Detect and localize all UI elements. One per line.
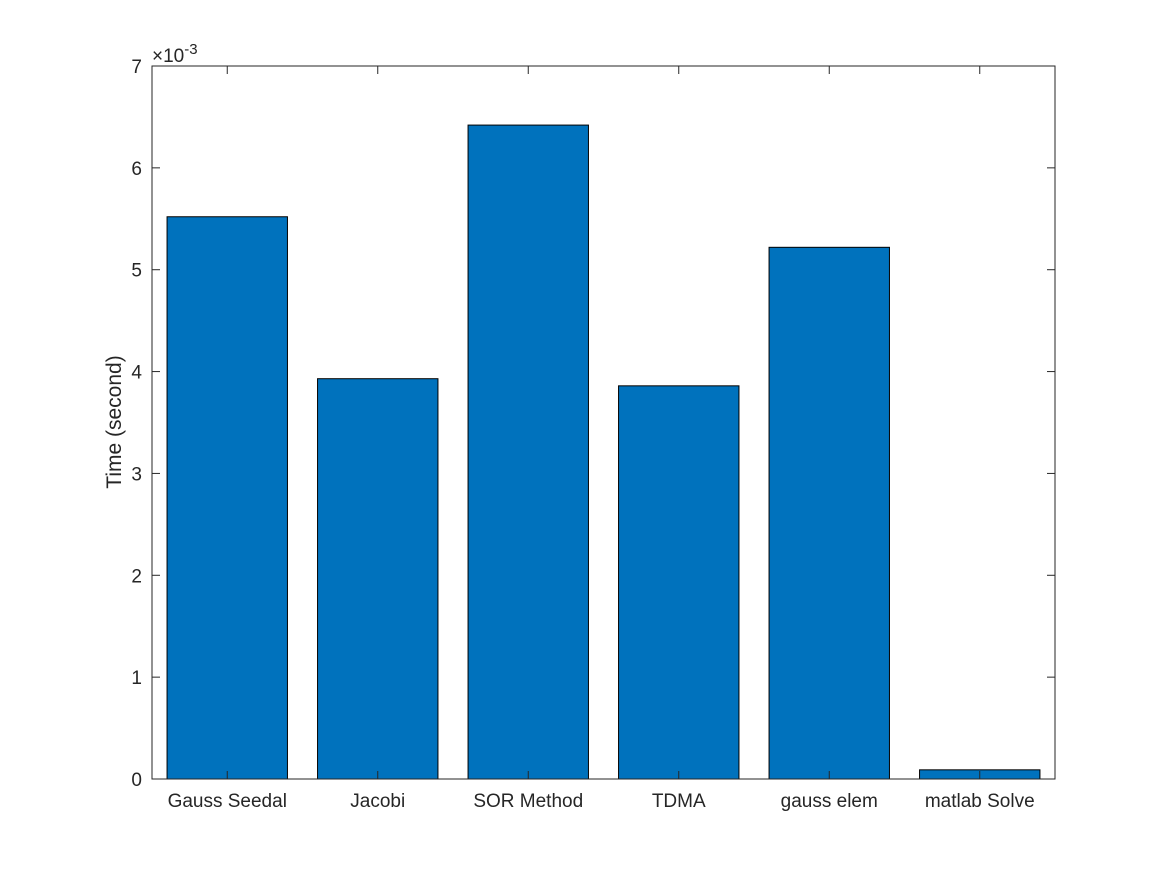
plot-frame	[151, 65, 1056, 780]
x-tick-label: SOR Method	[473, 791, 583, 812]
y-tick-label: 7	[131, 57, 142, 78]
y-tick-label: 3	[131, 464, 142, 485]
plot-background	[152, 66, 1055, 779]
y-tick-label: 1	[131, 668, 142, 689]
y-tick-label: 5	[131, 261, 142, 282]
bar	[618, 385, 740, 780]
x-tick-labels: Gauss Seedal Jacobi SOR Method TDMA gauss el…	[168, 791, 1035, 812]
x-tick-label: gauss elem	[781, 791, 878, 812]
y-scale-exponent: ×10-3	[152, 41, 198, 67]
y-tick-labels: 0 1 2 3 4 5 6 7	[131, 57, 142, 791]
x-tick-label: Jacobi	[350, 791, 405, 812]
y-scale-exponent-base: ×10	[152, 46, 184, 67]
y-scale-exponent-power: -3	[184, 41, 197, 58]
bar	[166, 216, 288, 780]
y-tick-label: 4	[131, 363, 142, 384]
y-tick-label: 6	[131, 159, 142, 180]
x-tick-label: TDMA	[652, 791, 706, 812]
bar	[768, 246, 890, 780]
bar	[467, 124, 589, 780]
x-tick-label: matlab Solve	[925, 791, 1035, 812]
y-tick-label: 0	[131, 770, 142, 791]
bars-group	[166, 124, 1041, 780]
y-tick-label: 2	[131, 566, 142, 587]
bar	[317, 378, 439, 780]
x-tick-label: Gauss Seedal	[168, 791, 287, 812]
y-axis-label: Time (second)	[103, 355, 126, 488]
